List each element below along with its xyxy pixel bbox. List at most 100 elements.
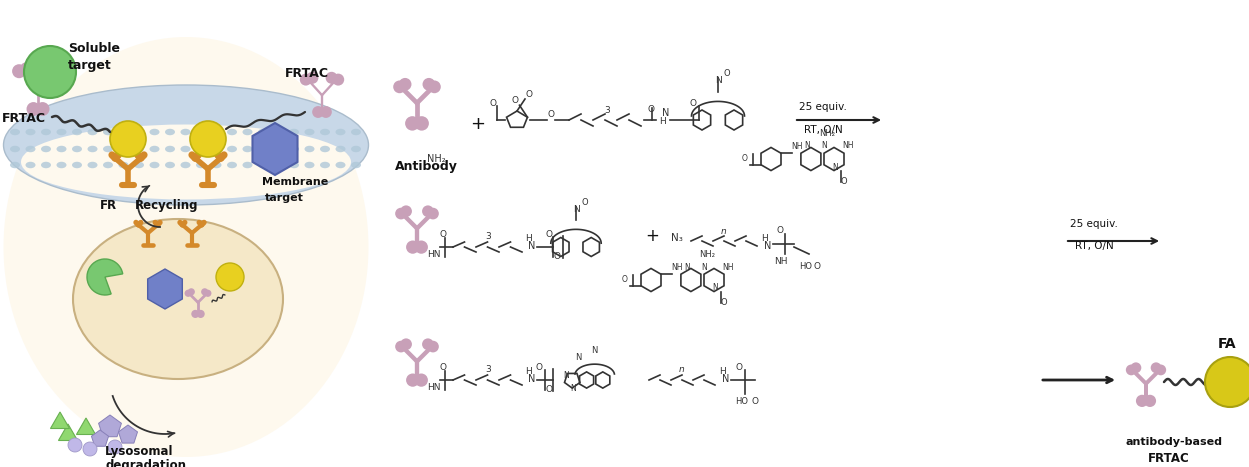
Text: FRTAC: FRTAC (1148, 452, 1190, 465)
Ellipse shape (87, 162, 97, 168)
Ellipse shape (150, 146, 160, 152)
Ellipse shape (72, 162, 82, 168)
Circle shape (422, 78, 435, 91)
Text: NH: NH (792, 142, 803, 151)
Circle shape (190, 121, 226, 157)
Circle shape (82, 442, 97, 456)
Circle shape (427, 341, 438, 353)
Ellipse shape (10, 129, 20, 135)
Text: HO: HO (799, 262, 812, 271)
Text: Soluble: Soluble (67, 42, 120, 55)
Ellipse shape (227, 146, 237, 152)
Circle shape (1155, 365, 1167, 375)
Ellipse shape (305, 162, 315, 168)
Ellipse shape (336, 162, 346, 168)
Ellipse shape (4, 85, 368, 205)
Text: H: H (525, 367, 532, 376)
Circle shape (1125, 365, 1137, 375)
Ellipse shape (41, 162, 51, 168)
Circle shape (50, 64, 64, 78)
Ellipse shape (25, 162, 35, 168)
Ellipse shape (196, 146, 206, 152)
Ellipse shape (242, 162, 252, 168)
Circle shape (107, 440, 122, 454)
Ellipse shape (25, 129, 35, 135)
Ellipse shape (320, 129, 330, 135)
Text: N: N (712, 283, 718, 292)
Text: O: O (741, 154, 747, 163)
Ellipse shape (289, 146, 299, 152)
Ellipse shape (150, 162, 160, 168)
Text: N: N (592, 346, 598, 355)
Circle shape (67, 438, 82, 452)
Text: Membrane: Membrane (262, 177, 328, 187)
Ellipse shape (134, 129, 144, 135)
Ellipse shape (119, 129, 129, 135)
Ellipse shape (289, 162, 299, 168)
Ellipse shape (181, 162, 191, 168)
Text: O: O (438, 363, 446, 372)
Ellipse shape (259, 146, 269, 152)
Ellipse shape (119, 146, 129, 152)
Ellipse shape (305, 146, 315, 152)
Circle shape (300, 74, 312, 85)
Text: NH: NH (774, 257, 788, 266)
Ellipse shape (87, 129, 97, 135)
Ellipse shape (181, 129, 191, 135)
Circle shape (400, 205, 412, 217)
Text: degradation: degradation (105, 459, 186, 467)
Ellipse shape (165, 129, 175, 135)
Text: n: n (679, 365, 684, 374)
Text: O: O (536, 363, 543, 372)
Ellipse shape (320, 162, 330, 168)
Circle shape (415, 116, 428, 131)
Text: H: H (659, 117, 666, 126)
Ellipse shape (41, 129, 51, 135)
Circle shape (422, 205, 433, 217)
Circle shape (1144, 395, 1157, 407)
Text: H: H (719, 367, 726, 376)
Ellipse shape (274, 129, 284, 135)
Text: O: O (721, 298, 727, 307)
Circle shape (12, 64, 26, 78)
Ellipse shape (165, 146, 175, 152)
Circle shape (36, 102, 50, 116)
Text: O: O (736, 363, 743, 372)
Text: NH₂: NH₂ (819, 129, 836, 138)
Text: NH: NH (842, 142, 854, 150)
Text: O: O (841, 177, 847, 186)
Text: N: N (576, 353, 582, 362)
Circle shape (1150, 362, 1162, 373)
Circle shape (196, 310, 205, 318)
Text: FA: FA (1218, 337, 1237, 351)
Ellipse shape (87, 146, 97, 152)
Circle shape (427, 208, 438, 219)
Ellipse shape (259, 162, 269, 168)
Circle shape (415, 241, 428, 254)
Ellipse shape (165, 162, 175, 168)
Circle shape (110, 121, 146, 157)
Circle shape (332, 74, 345, 85)
Text: NH₂: NH₂ (427, 154, 446, 164)
Text: target: target (67, 59, 111, 72)
Text: 3: 3 (485, 232, 491, 241)
Ellipse shape (289, 129, 299, 135)
Circle shape (1205, 357, 1249, 407)
Text: O: O (545, 230, 552, 239)
Text: FR: FR (100, 199, 117, 212)
Ellipse shape (134, 162, 144, 168)
Text: O: O (582, 198, 588, 207)
Text: NH: NH (722, 262, 734, 271)
Text: N: N (662, 108, 669, 118)
Ellipse shape (242, 129, 252, 135)
Text: +: + (644, 227, 659, 245)
Text: 3: 3 (605, 106, 610, 115)
Text: N: N (572, 205, 580, 214)
Text: O: O (621, 275, 627, 283)
Circle shape (201, 288, 209, 296)
Ellipse shape (56, 146, 66, 152)
Ellipse shape (196, 129, 206, 135)
Circle shape (395, 341, 407, 353)
Circle shape (205, 290, 211, 297)
Text: N: N (563, 371, 570, 380)
